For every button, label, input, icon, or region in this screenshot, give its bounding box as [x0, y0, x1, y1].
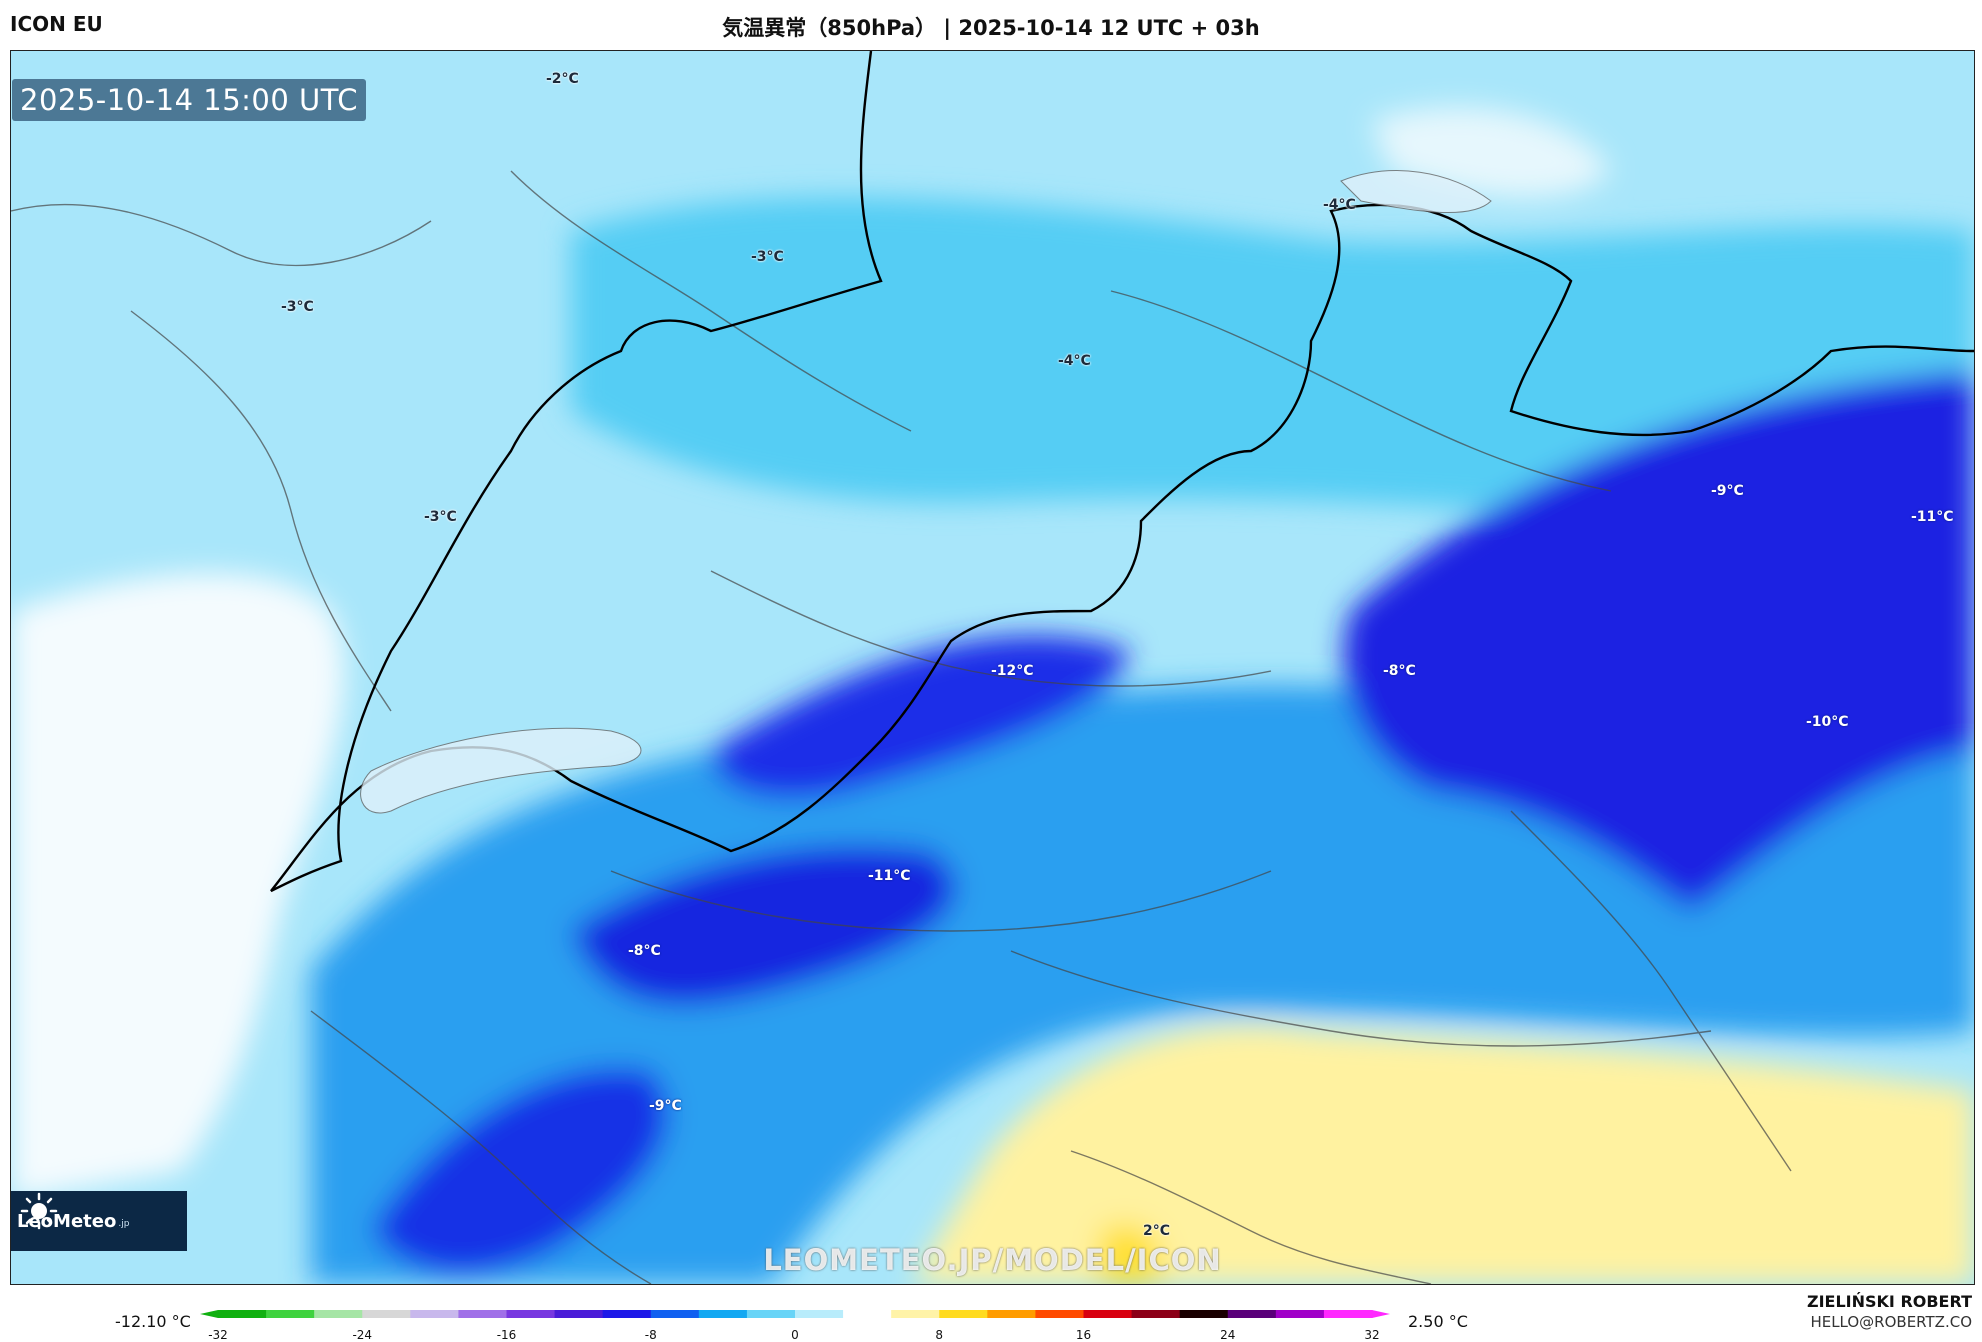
- contour-label: -9°C: [1711, 483, 1744, 499]
- contour-label: -11°C: [1911, 509, 1954, 525]
- contour-label: -2°C: [546, 71, 579, 87]
- admin-boundaries: [11, 170, 1792, 1284]
- color-swatch: [987, 1310, 1037, 1318]
- color-swatch: [1323, 1310, 1373, 1318]
- color-swatch: [1131, 1310, 1181, 1318]
- deep-blue-south: [571, 845, 956, 1006]
- color-swatch: [1275, 1310, 1325, 1318]
- sun-icon: [20, 1192, 58, 1230]
- scale-arrow-left: [200, 1310, 218, 1318]
- warm-core-south: [1096, 1224, 1163, 1284]
- credit: ZIELIŃSKI ROBERT HELLO@ROBERTZ.CO: [1807, 1292, 1972, 1331]
- scale-tick-label: 32: [1364, 1328, 1380, 1342]
- color-swatch: [843, 1310, 892, 1318]
- scale-tick-label: 8: [935, 1328, 944, 1342]
- scale-tick-label: -32: [208, 1328, 228, 1342]
- min-value: -12.10 °C: [115, 1312, 191, 1331]
- scale-tick-label: -8: [644, 1328, 657, 1342]
- contour-label: -9°C: [649, 1098, 682, 1114]
- author-email: HELLO@ROBERTZ.CO: [1810, 1313, 1972, 1331]
- color-swatch: [939, 1310, 988, 1318]
- deep-blue-southwest: [371, 1067, 668, 1274]
- temperature-anomaly-map: 2025-10-14 15:00 UTC -2°C -3°C -3°C -4°C…: [10, 50, 1975, 1285]
- author-name: ZIELIŃSKI ROBERT: [1806, 1292, 1972, 1311]
- logo-tld: .jp: [118, 1219, 130, 1229]
- color-swatch: [650, 1310, 700, 1318]
- valid-time-badge: 2025-10-14 15:00 UTC: [12, 79, 367, 121]
- color-swatch: [266, 1310, 315, 1318]
- color-swatch: [698, 1310, 748, 1318]
- contour-label: -8°C: [1383, 663, 1416, 679]
- color-swatch: [458, 1310, 508, 1318]
- deep-blue-central: [711, 635, 1131, 799]
- model-name: ICON EU: [10, 12, 103, 36]
- contour-label: -3°C: [751, 249, 784, 265]
- contour-label: -11°C: [868, 868, 911, 884]
- scale-tick-label: 24: [1220, 1328, 1236, 1342]
- scale-tick-label: 16: [1075, 1328, 1092, 1342]
- anomaly-field: [11, 107, 1974, 1284]
- contour-label: -4°C: [1058, 353, 1091, 369]
- lake-constance: [1340, 170, 1492, 214]
- deep-blue-east: [1343, 371, 1974, 911]
- max-value: 2.50 °C: [1408, 1312, 1468, 1331]
- contour-label: 2°C: [1143, 1223, 1171, 1239]
- map-canvas: [11, 51, 1974, 1284]
- leometeo-logo: LeoMeteo .jp: [11, 1191, 187, 1251]
- color-swatch: [1227, 1310, 1277, 1318]
- color-swatch: [506, 1310, 556, 1318]
- scale-tick-label: -24: [352, 1328, 373, 1342]
- contour-label: -3°C: [281, 299, 314, 315]
- contour-label: -12°C: [991, 663, 1034, 679]
- color-scale: [200, 1310, 1390, 1318]
- site-watermark: LEOMETEO.JP/MODEL/ICON: [763, 1243, 1222, 1277]
- contour-label: -10°C: [1806, 714, 1849, 730]
- contour-label: -8°C: [628, 943, 661, 959]
- national-border: [270, 51, 1974, 893]
- color-swatch: [1179, 1310, 1229, 1318]
- neutral-zone-west: [11, 573, 345, 1201]
- chart-title: 気温異常（850hPa） | 2025-10-14 12 UTC + 03h: [722, 16, 1260, 40]
- contour-label: -4°C: [1323, 197, 1356, 213]
- color-swatch: [554, 1310, 604, 1318]
- color-swatch: [410, 1310, 460, 1318]
- color-swatch: [891, 1310, 940, 1318]
- color-swatch: [746, 1310, 796, 1318]
- scale-arrow-right: [1372, 1310, 1390, 1318]
- lake-geneva: [360, 727, 642, 814]
- contour-label: -3°C: [424, 509, 457, 525]
- scale-tick-label: 0: [791, 1328, 799, 1342]
- legend-bar: -12.10 °C -32 -24 -16 -8 0 8 16 24 32 2.50 °C ZI…: [0, 1284, 1982, 1342]
- color-swatch: [314, 1310, 363, 1318]
- scale-tick-label: -16: [496, 1328, 517, 1342]
- color-swatch: [602, 1310, 652, 1318]
- color-swatch: [1035, 1310, 1085, 1318]
- color-swatch: [1083, 1310, 1133, 1318]
- color-swatch: [218, 1310, 267, 1318]
- color-swatch: [362, 1310, 411, 1318]
- warm-anomaly-southeast: [911, 1026, 1974, 1284]
- color-swatch: [795, 1310, 844, 1318]
